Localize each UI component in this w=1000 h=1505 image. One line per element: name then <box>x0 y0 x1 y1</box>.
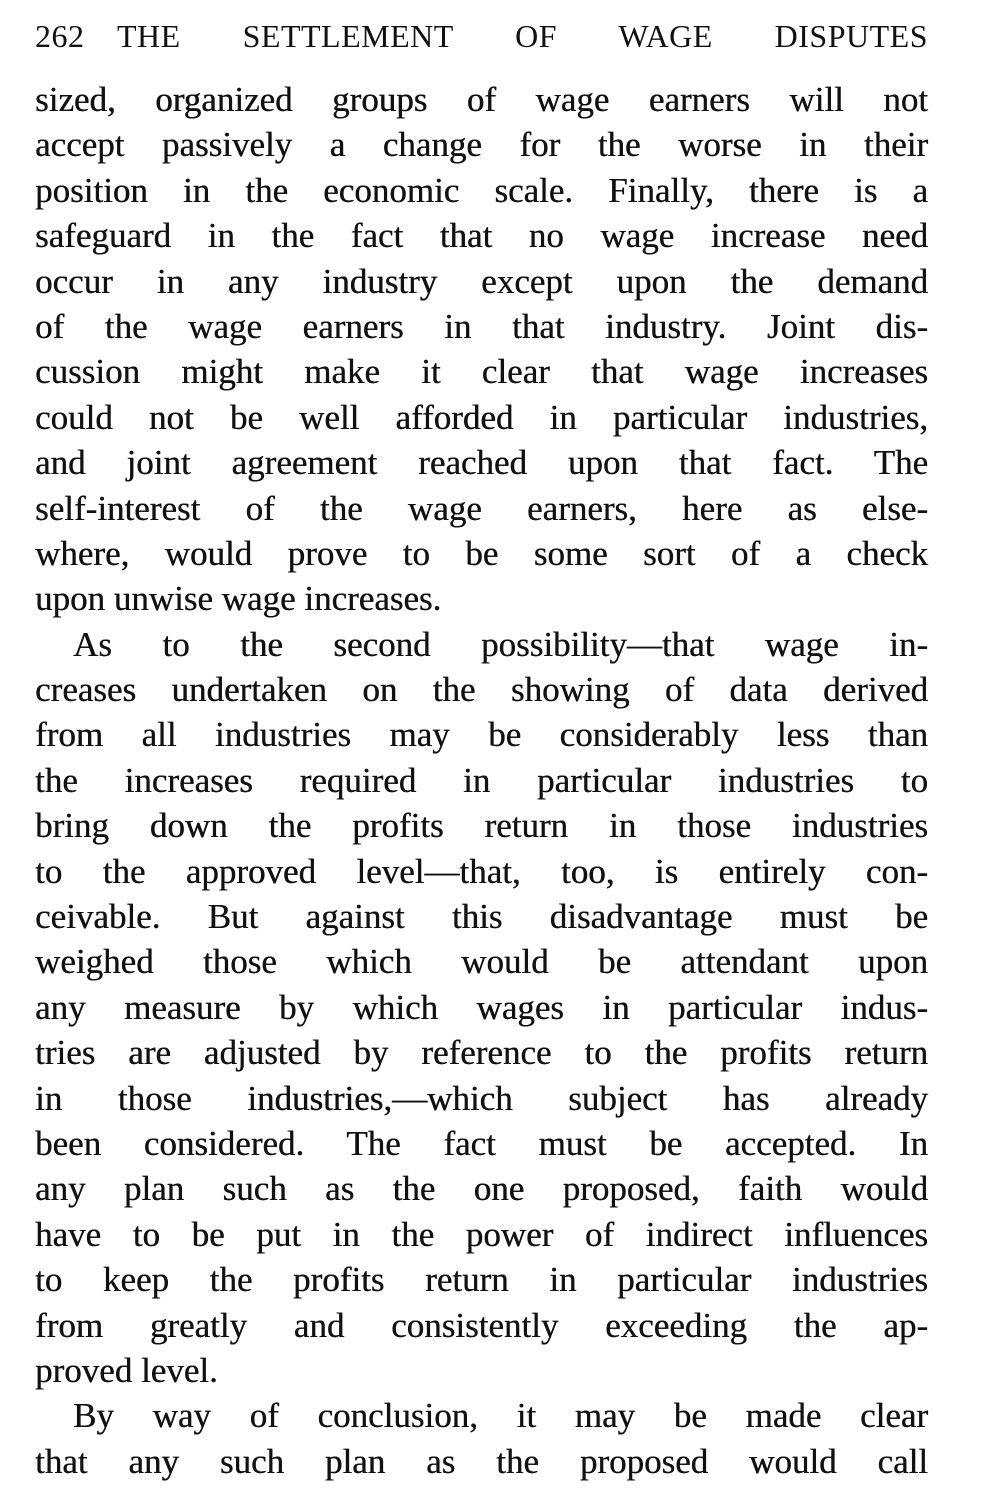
text-line: that any such plan as the proposed would… <box>35 1441 928 1481</box>
text-line: the increases required in particular ind… <box>35 760 928 800</box>
text-line: upon unwise wage increases. <box>35 579 442 619</box>
text-line: could not be well afforded in particular… <box>35 397 928 437</box>
page-number: 262 <box>35 18 85 54</box>
text-line: accept passively a change for the worse … <box>35 125 928 165</box>
text-line: sized, organized groups of wage earners … <box>35 80 928 119</box>
text-line: to the approved level—that, too, is enti… <box>35 851 928 891</box>
text-line: from all industries may be considerably … <box>35 715 928 755</box>
text-line: cussion might make it clear that wage in… <box>35 352 928 392</box>
text-line: occur in any industry except upon the de… <box>35 261 928 301</box>
text-line: weighed those which would be attendant u… <box>35 942 928 982</box>
text-line: been considered. The fact must be accept… <box>35 1123 928 1163</box>
text-line: from greatly and consistently exceeding … <box>35 1305 928 1345</box>
text-line: and joint agreement reached upon that fa… <box>35 443 928 483</box>
body-text: sized, organized groups of wage earners … <box>35 77 928 1484</box>
text-line: any measure by which wages in particular… <box>35 987 928 1027</box>
paragraph: sized, organized groups of wage earners … <box>35 77 928 622</box>
text-line: bring down the profits return in those i… <box>35 806 928 846</box>
text-line: safeguard in the fact that no wage incre… <box>35 216 928 256</box>
text-line: any plan such as the one proposed, faith… <box>35 1169 928 1209</box>
text-line: position in the economic scale. Finally,… <box>35 170 928 210</box>
text-line: ceivable. But against this disadvantage … <box>35 897 928 937</box>
paragraph: As to the second possibility—that wage i… <box>35 622 928 1394</box>
text-line: self-interest of the wage earners, here … <box>35 488 928 528</box>
paragraph: By way of conclusion, it may be made cle… <box>35 1393 928 1484</box>
text-line: By way of conclusion, it may be made cle… <box>73 1396 928 1436</box>
running-title: THE SETTLEMENT OF WAGE DISPUTES <box>117 18 928 54</box>
text-line: tries are adjusted by reference to the p… <box>35 1033 928 1073</box>
text-line: creases undertaken on the showing of dat… <box>35 670 928 710</box>
text-line: of the wage earners in that industry. Jo… <box>35 306 928 346</box>
text-line: proved level. <box>35 1350 218 1390</box>
text-line: As to the second possibility—that wage i… <box>73 624 928 664</box>
text-line: in those industries,—which subject has a… <box>35 1078 928 1118</box>
text-line: where, would prove to be some sort of a … <box>35 533 928 573</box>
text-line: to keep the profits return in particular… <box>35 1260 928 1300</box>
page-header: 262 THE SETTLEMENT OF WAGE DISPUTES <box>35 12 928 60</box>
text-line: have to be put in the power of indirect … <box>35 1214 928 1254</box>
